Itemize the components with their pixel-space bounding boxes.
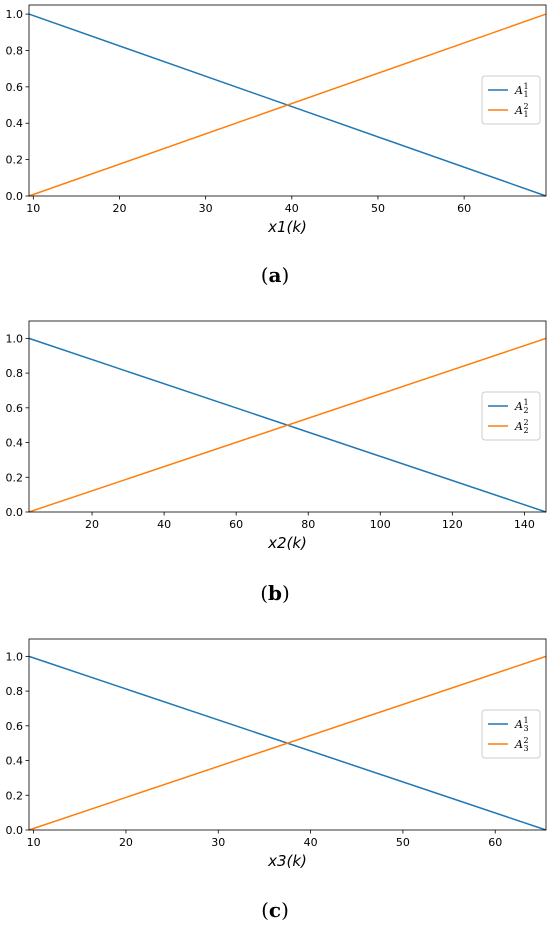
legend-label-sup: 2 (524, 418, 529, 427)
x-tick-label: 100 (370, 518, 391, 531)
y-tick-label: 0.0 (6, 824, 24, 837)
y-tick-label: 1.0 (6, 650, 24, 663)
caption-a: (a) (260, 263, 290, 287)
legend-label-sup: 2 (524, 102, 529, 111)
chart-b-svg: 0.0 0.2 0.4 0.6 0.8 1.0 20 40 60 80 100 120 140 x2(k)… (6, 320, 547, 552)
x-tick-label: 20 (119, 836, 133, 849)
x-tick-label: 60 (488, 836, 502, 849)
legend-label-sub: 1 (524, 90, 529, 99)
x-tick-label: 60 (457, 202, 471, 215)
caption-c-letter: c (268, 898, 282, 922)
x-tick-label: 50 (396, 836, 410, 849)
x-axis-label: x2(k) (267, 534, 307, 552)
x-tick-label: 30 (211, 836, 225, 849)
y-tick-label: 1.0 (6, 332, 24, 345)
x-tick-label: 140 (514, 518, 535, 531)
legend-label-sub: 2 (524, 406, 529, 415)
y-tick-label: 0.4 (6, 117, 24, 130)
y-tick-label: 0.2 (6, 789, 24, 802)
legend-label-A12: A (514, 104, 523, 117)
x-axis-label: x1(k) (267, 218, 307, 236)
y-tick-label: 0.6 (6, 402, 24, 415)
x-tick-label: 60 (229, 518, 243, 531)
x-tick-label: 80 (301, 518, 315, 531)
caption-b-letter: b (268, 581, 282, 605)
plot-frame (28, 320, 547, 513)
legend-label-A32: A (514, 738, 523, 751)
series-line-A12 (28, 13, 547, 197)
legend-label-sup: 1 (524, 398, 529, 407)
legend-label-sup: 1 (524, 716, 529, 725)
legend-label-sub: 3 (524, 744, 529, 753)
legend-label-sup: 1 (524, 82, 529, 91)
legend-label-A31: A (514, 718, 523, 731)
x-tick-label: 10 (27, 836, 41, 849)
x-tick-label: 20 (112, 202, 126, 215)
x-tick-label: 120 (442, 518, 463, 531)
x-axis-label: x3(k) (267, 852, 307, 870)
legend-box (481, 391, 541, 441)
legend-label-sub: 1 (524, 110, 529, 119)
plot-frame (28, 4, 547, 197)
legend-label-A22: A (514, 420, 523, 433)
chart-panel-a: 0.0 0.2 0.4 0.6 0.8 1.0 10 20 30 40 50 60 x1(k) A 1 1 A 2… (0, 0, 550, 250)
y-tick-label: 0.4 (6, 437, 24, 450)
legend-label-A21: A (514, 400, 523, 413)
y-tick-label: 0.4 (6, 755, 24, 768)
y-tick-label: 0.8 (6, 367, 24, 380)
caption-b: (b) (260, 581, 290, 605)
x-tick-label: 40 (157, 518, 171, 531)
x-tick-label: 50 (371, 202, 385, 215)
y-tick-label: 0.6 (6, 720, 24, 733)
legend-label-sup: 2 (524, 736, 529, 745)
x-tick-label: 40 (304, 836, 318, 849)
legend-box (481, 709, 541, 759)
y-tick-label: 0.0 (6, 190, 24, 203)
y-tick-label: 0.0 (6, 506, 24, 519)
y-tick-label: 0.8 (6, 44, 24, 57)
y-tick-label: 1.0 (6, 8, 24, 21)
y-tick-label: 0.6 (6, 81, 24, 94)
x-tick-label: 20 (85, 518, 99, 531)
plot-frame (28, 638, 547, 831)
caption-c: (c) (261, 898, 289, 922)
series-line-A32 (28, 655, 547, 831)
chart-panel-b: 0.0 0.2 0.4 0.6 0.8 1.0 20 40 60 80 100 120 140 x2(k)… (0, 316, 550, 566)
legend-label-A11: A (514, 84, 523, 97)
x-tick-label: 10 (26, 202, 40, 215)
y-tick-label: 0.2 (6, 471, 24, 484)
y-tick-label: 0.8 (6, 685, 24, 698)
legend-label-sub: 3 (524, 724, 529, 733)
legend-box (481, 75, 541, 125)
y-tick-label: 0.2 (6, 154, 24, 167)
caption-a-letter: a (268, 263, 282, 287)
chart-panel-c: 0.0 0.2 0.4 0.6 0.8 1.0 10 20 30 40 50 60 x3(k) A 1 3 A 2… (0, 634, 550, 884)
legend-label-sub: 2 (524, 426, 529, 435)
series-line-A22 (28, 337, 547, 513)
x-tick-label: 40 (285, 202, 299, 215)
x-tick-label: 30 (199, 202, 213, 215)
